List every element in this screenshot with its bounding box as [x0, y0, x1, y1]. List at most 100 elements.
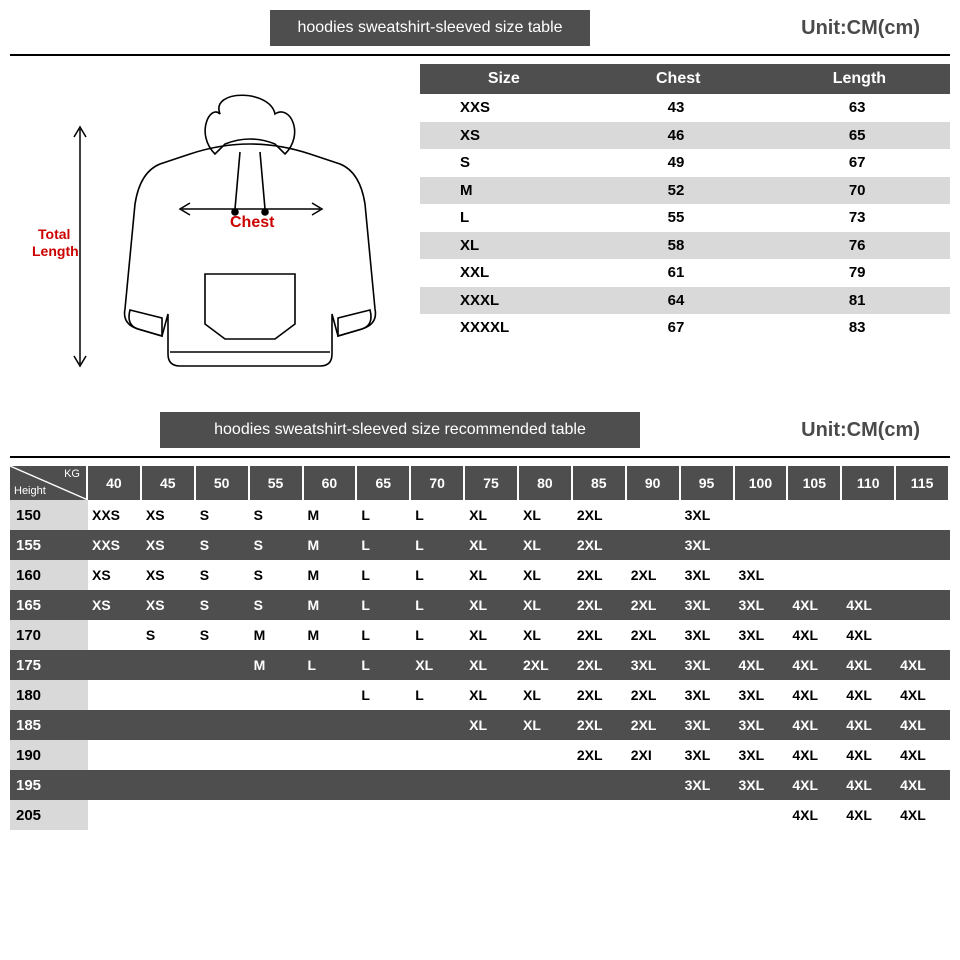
rec-cell: 2XL — [627, 560, 681, 590]
rec-cell — [519, 740, 573, 770]
rec-cell: XL — [519, 620, 573, 650]
rec-cell: 3XL — [735, 680, 789, 710]
size-row: XXL6179 — [420, 259, 950, 287]
rec-cell — [196, 680, 250, 710]
cell-length: 76 — [769, 232, 950, 260]
rec-cell: XL — [465, 680, 519, 710]
height-header: 185 — [10, 710, 88, 740]
rec-cell — [304, 680, 358, 710]
height-header: 150 — [10, 500, 88, 530]
rec-cell — [465, 740, 519, 770]
rec-cell: 2XL — [573, 590, 627, 620]
title-2: hoodies sweatshirt-sleeved size recommen… — [160, 412, 640, 448]
hr-1 — [10, 54, 950, 56]
rec-cell: S — [196, 620, 250, 650]
rec-cell: 4XL — [788, 800, 842, 830]
height-header: 180 — [10, 680, 88, 710]
rec-cell: 3XL — [735, 740, 789, 770]
height-header: 175 — [10, 650, 88, 680]
rec-cell — [250, 680, 304, 710]
rec-cell: 3XL — [681, 500, 735, 530]
top-section: Total Length — [10, 64, 950, 394]
cell-length: 65 — [769, 122, 950, 150]
kg-header: 65 — [357, 466, 411, 500]
hoodie-diagram: Total Length — [10, 64, 410, 394]
rec-cell: S — [250, 560, 304, 590]
cell-length: 63 — [769, 94, 950, 122]
rec-cell — [142, 800, 196, 830]
chest-label: Chest — [230, 214, 275, 231]
axis-corner: KGHeight — [10, 466, 88, 500]
cell-chest: 52 — [588, 177, 769, 205]
height-header: 190 — [10, 740, 88, 770]
height-header: 165 — [10, 590, 88, 620]
rec-cell: L — [357, 620, 411, 650]
rec-cell: L — [411, 620, 465, 650]
cell-size: XXXXL — [420, 314, 588, 342]
rec-cell — [411, 800, 465, 830]
rec-cell: 2XL — [627, 620, 681, 650]
rec-cell: 2XL — [573, 560, 627, 590]
rec-cell — [88, 710, 142, 740]
cell-chest: 49 — [588, 149, 769, 177]
rec-cell: 3XL — [735, 710, 789, 740]
rec-cell — [411, 770, 465, 800]
kg-header: 110 — [842, 466, 896, 500]
rec-cell: M — [304, 530, 358, 560]
size-row: XL5876 — [420, 232, 950, 260]
rec-cell: L — [411, 500, 465, 530]
rec-cell: XS — [88, 560, 142, 590]
rec-cell: 2XL — [627, 680, 681, 710]
rec-cell — [250, 770, 304, 800]
height-header: 170 — [10, 620, 88, 650]
rec-cell: XL — [465, 650, 519, 680]
rec-cell: XL — [465, 710, 519, 740]
rec-cell: XS — [142, 530, 196, 560]
rec-cell — [196, 650, 250, 680]
rec-cell: XL — [465, 620, 519, 650]
rec-cell: 4XL — [896, 710, 950, 740]
rec-cell — [250, 710, 304, 740]
rec-cell: M — [304, 500, 358, 530]
rec-cell: 2XL — [627, 590, 681, 620]
cell-size: XXL — [420, 259, 588, 287]
rec-cell: L — [411, 530, 465, 560]
height-header: 195 — [10, 770, 88, 800]
rec-cell — [142, 650, 196, 680]
rec-cell: XS — [142, 500, 196, 530]
rec-cell — [735, 530, 789, 560]
rec-cell — [573, 770, 627, 800]
size-table: Size Chest Length XXS4363XS4665S4967M527… — [420, 64, 950, 342]
kg-header: 60 — [304, 466, 358, 500]
rec-cell: 4XL — [842, 710, 896, 740]
rec-cell — [88, 770, 142, 800]
rec-cell — [196, 740, 250, 770]
rec-cell — [357, 740, 411, 770]
rec-cell — [196, 710, 250, 740]
rec-cell: 2XL — [519, 650, 573, 680]
svg-text:Length: Length — [32, 243, 79, 259]
rec-cell — [788, 500, 842, 530]
rec-cell: S — [196, 560, 250, 590]
rec-cell: 4XL — [842, 740, 896, 770]
header-1: hoodies sweatshirt-sleeved size table Un… — [10, 10, 950, 46]
rec-cell: L — [357, 560, 411, 590]
rec-cell: 3XL — [681, 740, 735, 770]
height-header: 155 — [10, 530, 88, 560]
cell-chest: 43 — [588, 94, 769, 122]
rec-cell: XS — [142, 560, 196, 590]
rec-cell: 4XL — [896, 770, 950, 800]
size-table-header: Size Chest Length — [420, 64, 950, 94]
rec-cell: 3XL — [681, 620, 735, 650]
recommended-table: KGHeight40455055606570758085909510010511… — [10, 466, 950, 830]
kg-header: 75 — [465, 466, 519, 500]
cell-chest: 58 — [588, 232, 769, 260]
kg-header: 70 — [411, 466, 465, 500]
rec-cell: 3XL — [681, 680, 735, 710]
size-row: M5270 — [420, 177, 950, 205]
rec-cell: 4XL — [735, 650, 789, 680]
rec-cell — [842, 530, 896, 560]
rec-cell: 4XL — [896, 680, 950, 710]
unit-1: Unit:CM(cm) — [801, 17, 950, 40]
rec-cell: 3XL — [681, 590, 735, 620]
